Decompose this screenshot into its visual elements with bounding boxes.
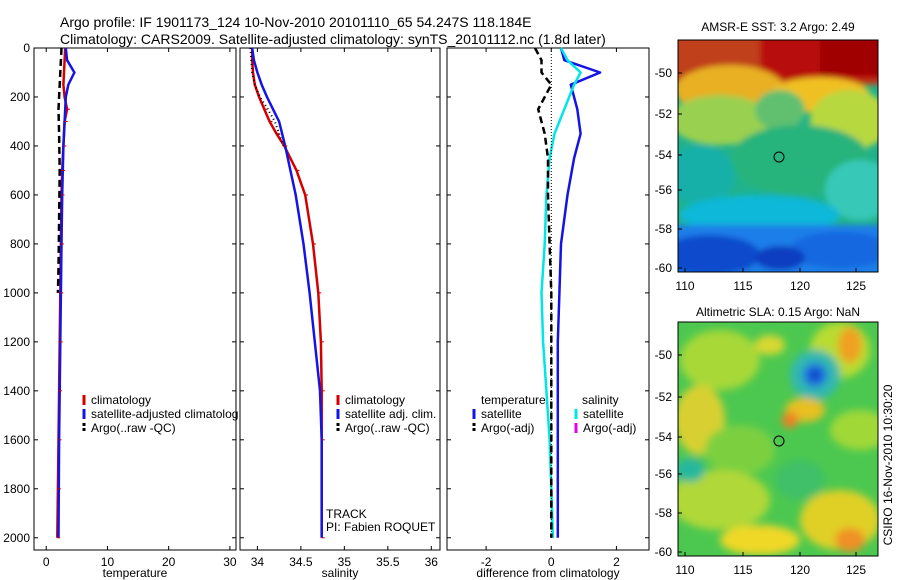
salinity-panel: 34 34.5 35 35.5 36 salinity xyxy=(239,47,441,580)
legend-label: climatology xyxy=(345,393,405,407)
sst-map-ytick: -52 xyxy=(655,107,673,121)
legend-label: climatology xyxy=(91,393,151,407)
legend-label: Argo(..raw -QC) xyxy=(91,421,176,435)
x-tick-label: 0 xyxy=(43,555,50,569)
sla-map-ytick: -56 xyxy=(655,467,673,481)
legend-label: satellite-adjusted climatolog xyxy=(91,407,238,421)
x-tick-label: 10 xyxy=(101,555,115,569)
sst-map-yaxis: -50 -52 -54 -56 -58 -60 xyxy=(655,66,682,275)
sst-map-float-marker xyxy=(773,151,785,163)
sst-map-title: AMSR-E SST: 3.2 Argo: 2.49 xyxy=(701,20,855,34)
sst-map-xaxis: 110 115 120 125 xyxy=(675,268,866,293)
sla-map-xtick: 125 xyxy=(846,563,866,577)
series-line-temperature-argo-adj- xyxy=(533,47,553,538)
x-tick-label: 36 xyxy=(425,555,439,569)
sla-map-field xyxy=(678,322,878,556)
credit-timestamp: CSIRO 16-Nov-2010 10:30:20 xyxy=(881,384,895,545)
sla-map-float-marker xyxy=(773,435,785,447)
legend-label: satellite adj. clim. xyxy=(345,407,436,421)
x-tick-label: -2 xyxy=(481,555,492,569)
sla-map-xaxis: 110 115 120 125 xyxy=(675,552,866,577)
x-tick-label: 35 xyxy=(338,555,352,569)
sst-map-ytick: -50 xyxy=(655,66,673,80)
temperature-panel: 0 200 400 600 800 1000 1200 1400 1600 1800 2000 0 10… xyxy=(3,41,237,580)
y-tick-label: 600 xyxy=(10,188,30,202)
sst-map-frame xyxy=(677,39,879,273)
x-tick-label: 34 xyxy=(251,555,265,569)
x-tick-label: 0 xyxy=(548,555,555,569)
y-tick-label: 1400 xyxy=(3,384,30,398)
sla-map-ytick: -50 xyxy=(655,348,673,362)
legend-label: Argo(..raw -QC) xyxy=(345,421,430,435)
sla-map: Altimetric SLA: 0.15 Argo: NaN xyxy=(655,305,879,577)
salinity-panel-frame xyxy=(239,47,441,551)
y-tick-label: 1600 xyxy=(3,433,30,447)
y-tick-label: 800 xyxy=(10,237,30,251)
sla-map-ytick: -52 xyxy=(655,390,673,404)
sst-map-xtick: 120 xyxy=(790,279,810,293)
x-tick-label: 34.5 xyxy=(289,555,313,569)
series-line-salinity-satellite xyxy=(540,47,582,538)
salinity-panel-xlabel: salinity xyxy=(322,566,359,580)
sla-map-xtick: 110 xyxy=(675,563,694,577)
x-tick-label: 30 xyxy=(223,555,237,569)
y-tick-label: 1800 xyxy=(3,482,30,496)
difference-panel-frame xyxy=(446,47,650,551)
sla-map-ytick: -54 xyxy=(655,430,673,444)
sst-map-ytick: -56 xyxy=(655,183,673,197)
series-line-argo-raw-qc- xyxy=(249,47,285,147)
y-tick-label: 400 xyxy=(10,139,30,153)
sla-map-frame xyxy=(677,321,879,557)
pi-label: PI: Fabien ROQUET xyxy=(326,520,436,534)
series-line-temperature-satellite xyxy=(556,47,602,538)
sla-map-title: Altimetric SLA: 0.15 Argo: NaN xyxy=(696,305,860,319)
series-line-argo-raw-qc- xyxy=(56,47,63,293)
legend-title-salinity: salinity xyxy=(582,393,619,407)
legend-title-temperature: temperature xyxy=(481,393,546,407)
y-tick-label: 1000 xyxy=(3,286,30,300)
legend-label: Argo(-adj) xyxy=(583,421,636,435)
sst-map-ytick: -60 xyxy=(655,261,673,275)
sla-map-xtick: 120 xyxy=(790,563,810,577)
legend-label: satellite xyxy=(583,407,624,421)
legend-label: Argo(-adj) xyxy=(481,421,534,435)
sst-map-xtick: 110 xyxy=(675,279,694,293)
sst-map-field xyxy=(678,40,878,272)
plot-title-line1: Argo profile: IF 1901173_124 10-Nov-2010… xyxy=(60,14,532,30)
x-tick-label: 35.5 xyxy=(376,555,400,569)
difference-legend: temperature salinitysatelliteArgo(-adj)sa… xyxy=(472,393,636,435)
y-tick-label: 200 xyxy=(10,90,30,104)
sla-map-ytick: -58 xyxy=(655,506,673,520)
y-tick-label: 0 xyxy=(23,41,30,55)
sst-map-ytick: -58 xyxy=(655,222,673,236)
series-line-climatology xyxy=(250,48,323,538)
track-label: TRACK xyxy=(326,507,367,521)
legend-label: satellite xyxy=(481,407,522,421)
temperature-panel-frame xyxy=(33,47,237,551)
sst-map-xtick: 115 xyxy=(733,279,752,293)
plot-title-line2: Climatology: CARS2009. Satellite-adjuste… xyxy=(60,31,606,47)
temperature-panel-xlabel: temperature xyxy=(103,566,168,580)
sst-map-ytick: -54 xyxy=(655,148,673,162)
difference-panel-xlabel: difference from climatology xyxy=(476,566,619,580)
sla-map-xtick: 115 xyxy=(733,563,752,577)
x-tick-label: 2 xyxy=(613,555,620,569)
sst-map-xtick: 125 xyxy=(846,279,866,293)
series-line-satellite-adj-clim- xyxy=(250,47,323,538)
y-tick-label: 1200 xyxy=(3,335,30,349)
sla-map-ytick: -60 xyxy=(655,545,673,559)
x-tick-label: 20 xyxy=(162,555,176,569)
y-tick-label: 2000 xyxy=(3,531,30,545)
sst-map: AMSR-E SST: 3.2 Argo: 2.49 xyxy=(655,20,879,293)
sla-map-yaxis: -50 -52 -54 -56 -58 -60 xyxy=(655,348,682,559)
